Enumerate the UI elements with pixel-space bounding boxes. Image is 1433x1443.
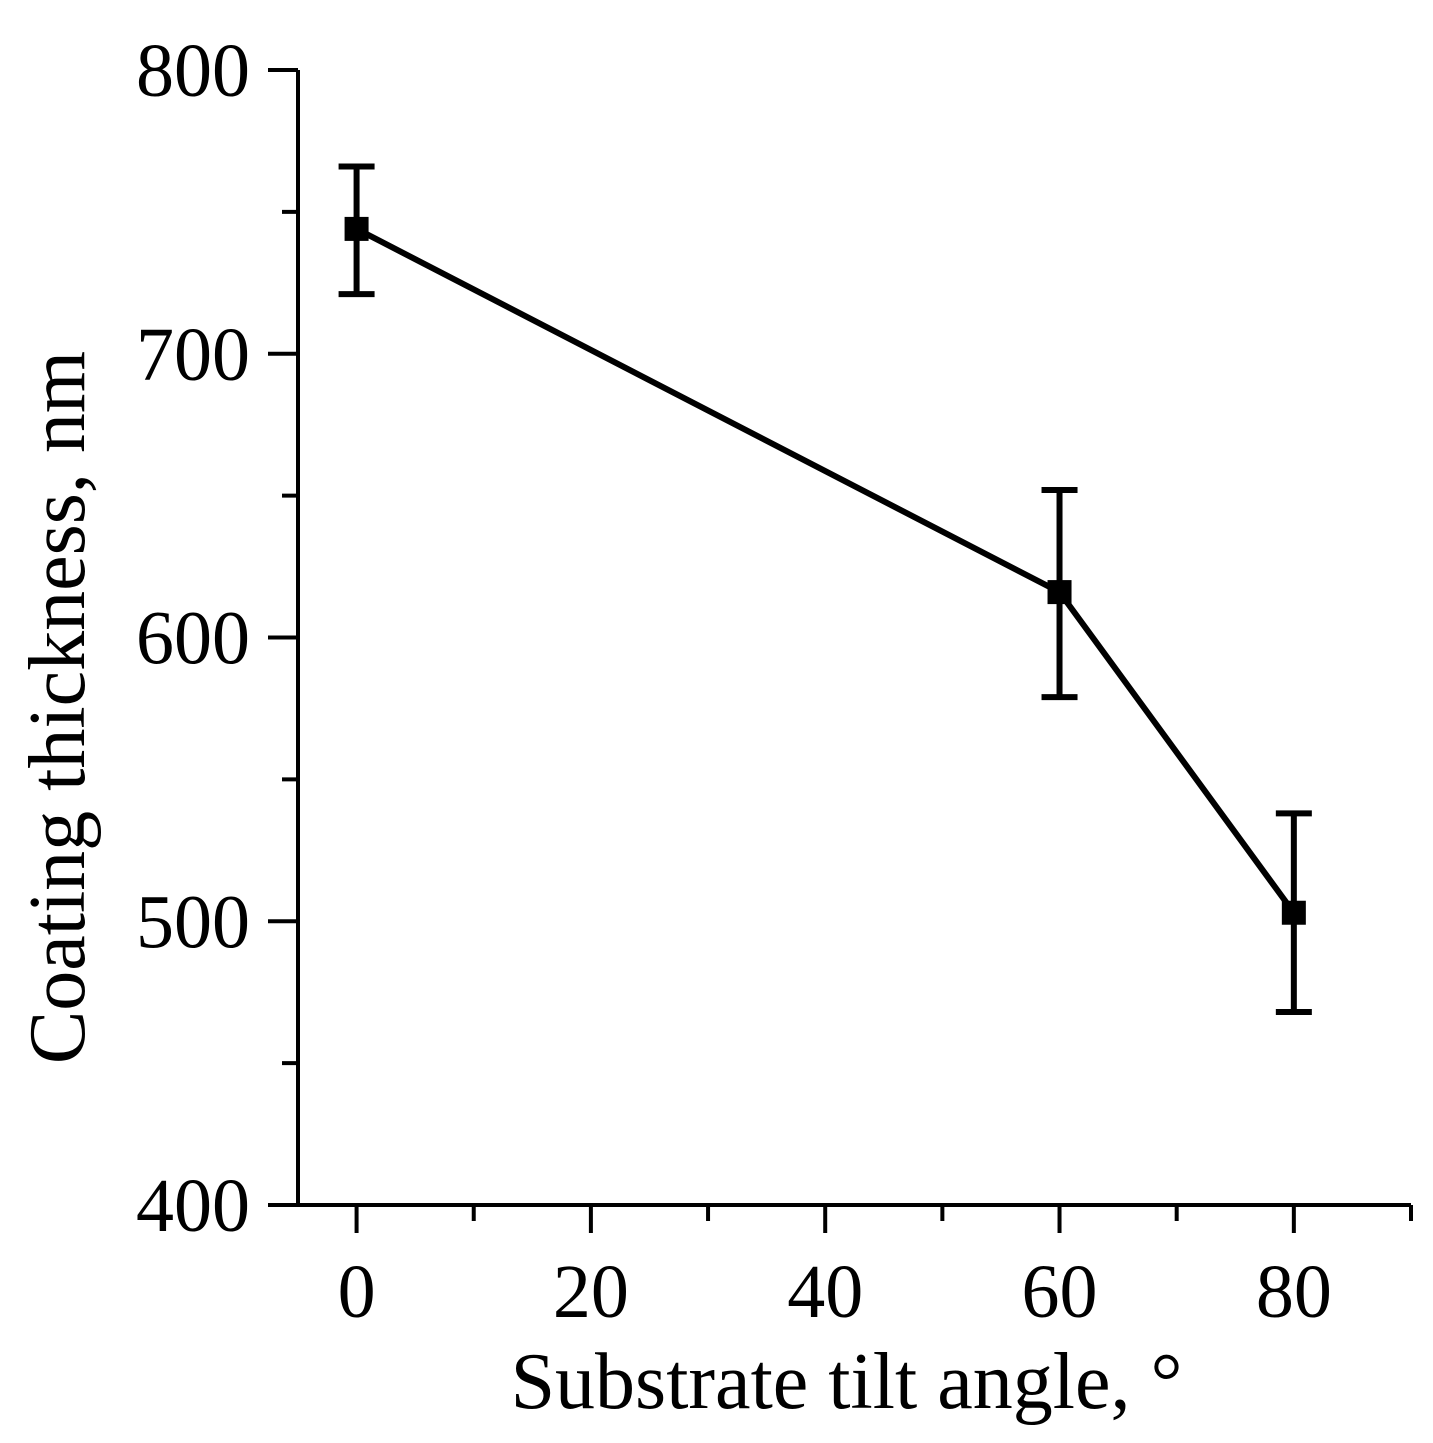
x-tick-label: 60 — [1022, 1250, 1098, 1334]
y-axis-label: Coating thickness, nm — [14, 351, 102, 1064]
ticks: 400 500 600 700 800 0 20 40 60 80 — [136, 29, 1413, 1334]
x-tick-label: 0 — [338, 1250, 376, 1334]
x-axis-label: Substrate tilt angle, ° — [511, 1338, 1183, 1426]
x-tick-label: 40 — [787, 1250, 863, 1334]
series — [338, 163, 1312, 1016]
data-point-marker — [1047, 580, 1072, 605]
x-tick-label: 20 — [553, 1250, 629, 1334]
series-line — [355, 226, 1297, 915]
y-tick-label: 500 — [136, 880, 250, 964]
x-tick-label: 80 — [1256, 1250, 1332, 1334]
y-tick-label: 400 — [136, 1164, 250, 1248]
y-tick-label: 800 — [136, 29, 250, 113]
data-point-marker — [344, 216, 369, 241]
data-point-marker — [1281, 900, 1306, 925]
y-tick-label: 600 — [136, 597, 250, 681]
axes — [296, 70, 1411, 1207]
y-tick-label: 700 — [136, 313, 250, 397]
